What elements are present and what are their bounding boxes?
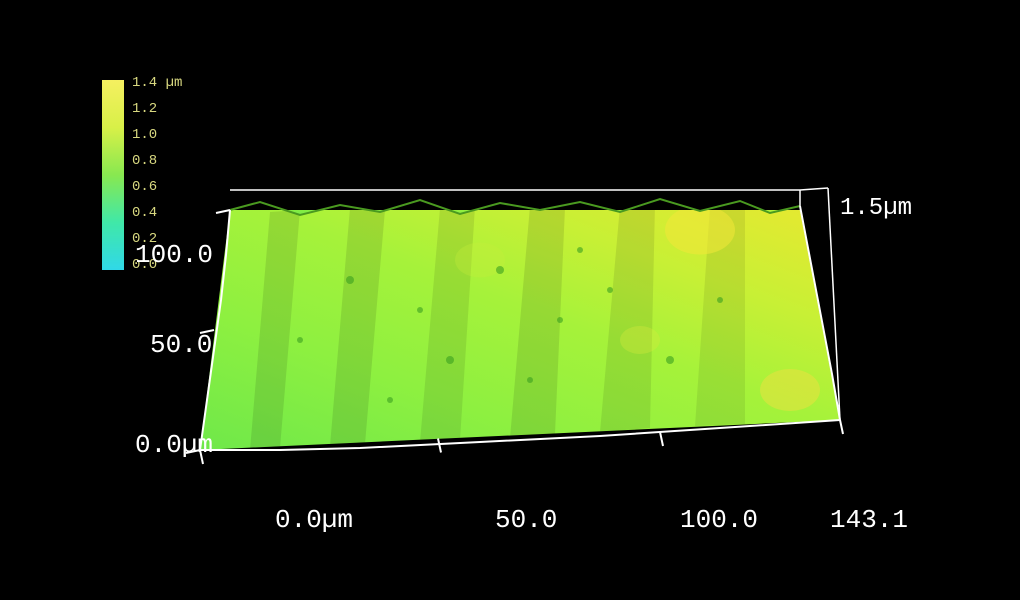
- axis-tick-label: 50.0: [495, 505, 557, 535]
- colorbar-tick-label: 1.4 µm: [132, 75, 182, 91]
- colorbar-tick-label: 0.4: [132, 205, 157, 221]
- colorbar-strip: [102, 80, 124, 270]
- axis-tick-label: 100.0: [680, 505, 758, 535]
- axis-tick-label: 100.0: [135, 240, 213, 270]
- axis-tick-label: 0.0µm: [275, 505, 353, 535]
- colorbar-tick-label: 0.6: [132, 179, 157, 195]
- axis-tick-label: 0.0µm: [135, 430, 213, 460]
- axis-tick-label: 50.0: [150, 330, 212, 360]
- colorbar-tick-label: 0.8: [132, 153, 157, 169]
- plot-canvas: 1.4 µm1.21.00.80.60.40.20.0 0.0µm50.0100…: [0, 0, 1020, 600]
- axis-tick-label: 143.1: [830, 505, 908, 535]
- axis-tick-label: 1.5µm: [840, 195, 912, 222]
- colorbar-tick-label: 1.0: [132, 127, 157, 143]
- colorbar-tick-label: 1.2: [132, 101, 157, 117]
